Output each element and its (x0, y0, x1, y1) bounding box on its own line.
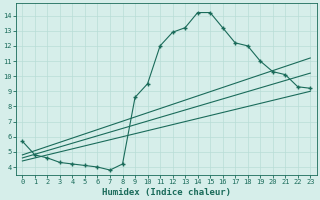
X-axis label: Humidex (Indice chaleur): Humidex (Indice chaleur) (102, 188, 231, 197)
